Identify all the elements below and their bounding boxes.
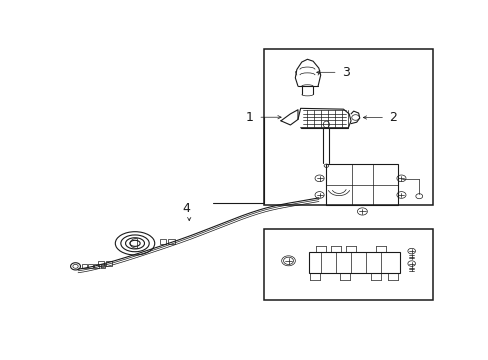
Text: 1: 1: [245, 111, 253, 124]
Bar: [98, 261, 104, 266]
Bar: [326, 164, 398, 205]
Bar: [168, 239, 175, 244]
Bar: [105, 261, 112, 266]
Bar: [82, 264, 87, 268]
Bar: [94, 264, 99, 268]
Bar: [101, 264, 105, 268]
Bar: [264, 49, 432, 205]
Bar: [264, 229, 432, 300]
Bar: [159, 239, 166, 244]
Text: 2: 2: [388, 111, 396, 124]
Text: 4: 4: [182, 202, 190, 215]
Bar: [88, 264, 93, 268]
Text: 3: 3: [342, 66, 349, 79]
Bar: [309, 252, 400, 273]
